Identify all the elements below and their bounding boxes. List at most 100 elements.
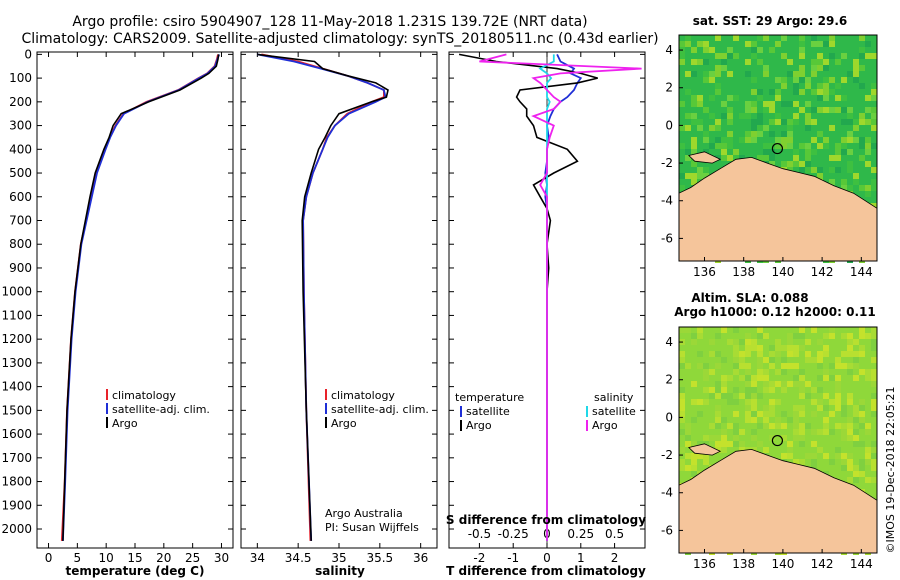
map-cell: [685, 423, 691, 429]
map-cell: [799, 53, 805, 59]
map-cell: [847, 113, 853, 119]
map-cell: [751, 417, 757, 423]
x-tick-label: 34: [250, 551, 265, 565]
map-cell: [757, 351, 763, 357]
map-cell: [781, 131, 787, 137]
map-cell: [739, 441, 745, 447]
map-cell: [721, 101, 727, 107]
map-cell: [859, 65, 865, 71]
map-cell: [853, 471, 859, 477]
map-cell: [769, 423, 775, 429]
map-cell: [835, 59, 841, 65]
map-cell: [763, 375, 769, 381]
map-cell: [871, 339, 877, 345]
map-cell: [781, 369, 787, 375]
map-cell: [859, 53, 865, 59]
map-cell: [829, 459, 835, 465]
map-cell: [805, 113, 811, 119]
map-cell: [859, 327, 865, 333]
map-cell: [715, 417, 721, 423]
map-cell: [841, 143, 847, 149]
map-cell: [787, 351, 793, 357]
map-cell: [841, 435, 847, 441]
map-cell: [715, 53, 721, 59]
map-cell: [847, 417, 853, 423]
map-cell: [721, 65, 727, 71]
map-island: [687, 443, 722, 456]
map-cell: [847, 465, 853, 471]
map-cell: [721, 327, 727, 333]
map-cell: [721, 441, 727, 447]
map-cell: [859, 333, 865, 339]
map-cell: [703, 441, 709, 447]
map-cell: [799, 459, 805, 465]
map-cell: [799, 107, 805, 113]
map-cell: [715, 381, 721, 387]
map-cell: [829, 179, 835, 185]
legend-label: climatology: [112, 389, 176, 402]
map-cell: [751, 405, 757, 411]
map-cell: [727, 155, 733, 161]
map-cell: [715, 83, 721, 89]
map-cell: [835, 375, 841, 381]
map-cell: [703, 59, 709, 65]
map-cell: [823, 375, 829, 381]
map-cell: [847, 477, 853, 483]
sla-map: 136 138 140 142 144 4 2 0 -2 -4 -6: [661, 326, 878, 571]
map-cell: [817, 65, 823, 71]
map-cell: [799, 77, 805, 83]
y-tick-label: 0: [665, 410, 673, 424]
map-cell: [703, 77, 709, 83]
map-cell: [709, 435, 715, 441]
map-cell: [847, 399, 853, 405]
map-cell: [679, 429, 685, 435]
title-line2: Climatology: CARS2009. Satellite-adjuste…: [21, 31, 658, 47]
map-cell: [715, 89, 721, 95]
map-cell: [745, 375, 751, 381]
map-cell: [817, 53, 823, 59]
map-cell: [853, 77, 859, 83]
y-tick-label: 2000: [1, 522, 32, 536]
map-cell: [691, 381, 697, 387]
map-cell: [763, 357, 769, 363]
y-tick-label: -2: [661, 156, 673, 170]
map-cell: [781, 143, 787, 149]
map-cell: [799, 387, 805, 393]
map-cell: [865, 119, 871, 125]
map-cell: [811, 387, 817, 393]
map-cell: [823, 333, 829, 339]
map-cell: [811, 89, 817, 95]
map-cell: [685, 465, 691, 471]
map-cell: [817, 83, 823, 89]
map-cell: [871, 441, 877, 447]
map-cell: [757, 357, 763, 363]
map-cell: [775, 417, 781, 423]
legend-label: climatology: [331, 389, 395, 402]
map-cell: [799, 345, 805, 351]
map-cell: [841, 149, 847, 155]
map-cell: [775, 41, 781, 47]
map-cell: [835, 381, 841, 387]
map-cell: [733, 35, 739, 41]
map-cell: [805, 167, 811, 173]
map-cell: [709, 369, 715, 375]
map-cell: [775, 345, 781, 351]
map-cell: [739, 375, 745, 381]
map-cell: [817, 351, 823, 357]
map-cell: [745, 71, 751, 77]
map-cell: [697, 441, 703, 447]
y-tick-label: 1200: [1, 332, 32, 346]
map-cell: [751, 89, 757, 95]
x-tick-label: 30: [214, 551, 229, 565]
map-cell: [811, 327, 817, 333]
map-cell: [727, 53, 733, 59]
map-cell: [847, 345, 853, 351]
map-cell: [847, 435, 853, 441]
map-cell: [757, 363, 763, 369]
map-cell: [745, 387, 751, 393]
map-cell: [781, 387, 787, 393]
map-frame: [678, 34, 878, 262]
map-cell: [853, 339, 859, 345]
map-cell: [733, 387, 739, 393]
y-tick-label: 800: [9, 237, 32, 251]
